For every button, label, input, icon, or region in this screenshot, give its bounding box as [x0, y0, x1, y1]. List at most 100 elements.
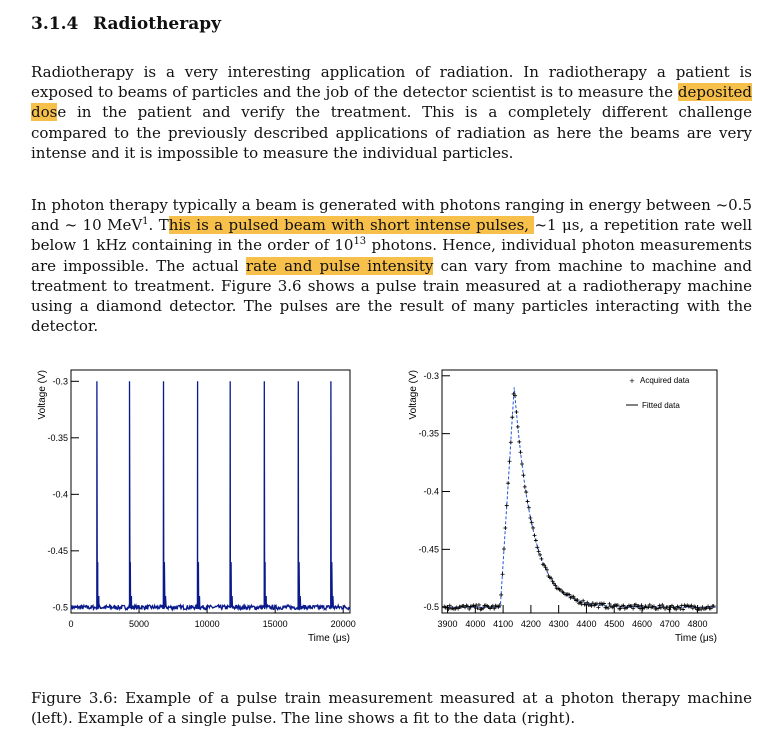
- x-tick-label: 4000: [465, 619, 485, 629]
- data-point: [618, 606, 623, 611]
- data-point: [656, 606, 661, 611]
- data-point: [446, 607, 451, 612]
- x-axis-label: Time (μs): [675, 633, 717, 644]
- data-point: [658, 605, 663, 610]
- data-point: [504, 503, 509, 508]
- y-tick-label: -0.35: [47, 433, 68, 443]
- data-point: [501, 546, 506, 551]
- data-point: [481, 606, 486, 611]
- data-point: [513, 393, 518, 398]
- data-point: [492, 606, 497, 611]
- x-tick-label: 20000: [331, 619, 356, 629]
- data-point: [524, 490, 529, 495]
- text: e in the patient and verify the treatmen…: [31, 103, 752, 162]
- data-point: [647, 602, 652, 607]
- data-point: [615, 603, 620, 608]
- section-number: 3.1.4: [31, 14, 79, 34]
- data-point: [532, 533, 537, 538]
- x-tick-label: 3900: [438, 619, 458, 629]
- highlight: rate and pulse intensity: [245, 256, 434, 275]
- data-point: [528, 516, 533, 521]
- x-tick-label: 4700: [660, 619, 680, 629]
- data-point: [708, 606, 713, 611]
- data-point: [629, 604, 634, 609]
- data-point: [475, 606, 480, 611]
- fit-line: [443, 387, 716, 608]
- legend-label: Fitted data: [642, 401, 680, 410]
- y-tick-label: -0.45: [47, 546, 68, 556]
- text: In photon therapy typically a beam is ge…: [31, 196, 752, 235]
- data-point: [567, 592, 572, 597]
- exponent: 13: [353, 236, 367, 248]
- data-point: [681, 607, 686, 612]
- x-axis-label: Time (μs): [308, 633, 350, 644]
- x-tick-label: 0: [68, 619, 73, 629]
- data-point: [678, 606, 683, 611]
- data-point: [539, 556, 544, 561]
- data-point: [636, 603, 641, 608]
- x-tick-label: 4400: [576, 619, 596, 629]
- data-point: [711, 604, 716, 609]
- x-tick-label: 15000: [263, 619, 288, 629]
- data-point: [522, 484, 527, 489]
- data-point: [545, 567, 549, 572]
- data-point: [542, 563, 547, 568]
- x-tick-label: 4800: [688, 619, 708, 629]
- y-tick-label: -0.4: [52, 489, 68, 499]
- data-point: [549, 576, 554, 581]
- data-point: [631, 606, 636, 611]
- data-point: [596, 605, 601, 610]
- data-point: [506, 481, 511, 486]
- data-point: [550, 579, 555, 584]
- data-point: [514, 409, 519, 414]
- data-point: [674, 607, 679, 612]
- data-point: [499, 592, 504, 597]
- data-point: [517, 439, 522, 444]
- text: Radiotherapy is a very interesting appli…: [31, 63, 752, 102]
- data-point: [693, 605, 698, 610]
- data-point: [515, 424, 520, 429]
- x-tick-label: 4300: [549, 619, 569, 629]
- x-tick-label: 10000: [195, 619, 220, 629]
- section-title: Radiotherapy: [93, 14, 221, 34]
- data-point: [553, 583, 558, 588]
- data-point: [689, 603, 694, 608]
- single-pulse-svg: 3900 4000 4100 4200 4300 4400 4500 4600 4700 4800…: [408, 369, 718, 644]
- data-point: [529, 520, 534, 525]
- text: ~1 μs, a repetition rate well below 1 kH…: [31, 216, 752, 255]
- figure-caption: Figure 3.6: Example of a pulse train mea…: [31, 689, 752, 728]
- x-tick-label: 4200: [521, 619, 541, 629]
- data-point: [575, 598, 580, 603]
- data-point: [538, 552, 543, 557]
- paragraph-2: In photon therapy typically a beam is ge…: [31, 195, 752, 336]
- data-point: [526, 505, 531, 510]
- single-pulse-chart: 3900 4000 4100 4200 4300 4400 4500 4600 4700 4800…: [392, 360, 732, 660]
- highlight: his is a pulsed beam with short intense …: [168, 216, 535, 235]
- data-point: [601, 601, 606, 606]
- y-tick-label: -0.45: [418, 544, 439, 554]
- data-point: [657, 603, 662, 608]
- data-point: [507, 459, 512, 464]
- data-point: [667, 607, 672, 612]
- plot-frame: [70, 369, 351, 614]
- y-tick-label: -0.5: [423, 602, 439, 612]
- data-point: [621, 603, 626, 608]
- data-point: [467, 606, 472, 611]
- data-point: [510, 415, 515, 420]
- data-point: [585, 600, 590, 605]
- data-point: [497, 603, 502, 608]
- data-point: [508, 440, 513, 445]
- data-point: [476, 602, 481, 607]
- x-tick-label: 4600: [632, 619, 652, 629]
- x-tick-label: 4100: [493, 619, 513, 629]
- data-point: [543, 565, 548, 570]
- legend-marker-icon: +: [629, 376, 634, 386]
- data-point: [520, 461, 524, 466]
- footnote-mark[interactable]: 1: [142, 216, 149, 228]
- data-point: [535, 545, 540, 550]
- data-point: [503, 525, 508, 530]
- data-point: [606, 606, 611, 611]
- data-point: [525, 499, 530, 504]
- data-point: [607, 601, 612, 606]
- data-point: [521, 473, 526, 478]
